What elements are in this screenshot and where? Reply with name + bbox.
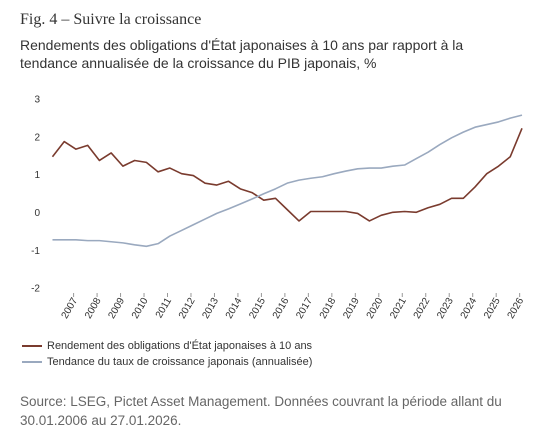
x-tick-label: 2015	[247, 296, 268, 321]
x-tick-label: 2012	[177, 296, 198, 321]
chart-subtitle: Rendements des obligations d'État japona…	[20, 37, 464, 71]
series-line	[52, 114, 523, 248]
y-tick-label: -2	[31, 284, 40, 295]
source-box: Source: LSEG, Pictet Asset Management. D…	[20, 394, 502, 428]
legend-label: Rendement des obligations d'État japonai…	[47, 339, 313, 352]
x-tick-label: 2011	[154, 296, 174, 321]
x-tick-label: 2026	[506, 296, 527, 321]
x-tick-label: 2021	[388, 296, 409, 321]
y-tick-label: 2	[34, 132, 40, 143]
series-line	[51, 128, 523, 222]
y-tick-label: 1	[34, 170, 40, 181]
x-tick-label: 2009	[106, 296, 127, 321]
x-tick-label: 2024	[459, 296, 480, 321]
x-tick-label: 2025	[482, 296, 503, 321]
x-tick-label: 2020	[365, 296, 386, 321]
legend-label: Tendance du taux de croissance japonais …	[47, 356, 312, 368]
x-tick-label: 2008	[83, 296, 104, 321]
x-tick-label: 2007	[60, 296, 81, 321]
x-tick-label: 2019	[341, 296, 362, 321]
y-tick-label: 3	[34, 95, 40, 106]
x-tick-label: 2010	[130, 296, 151, 321]
x-tick-label: 2017	[294, 296, 315, 321]
subtitle-box: Rendements des obligations d'État japona…	[20, 37, 464, 71]
x-tick-label: 2022	[412, 296, 433, 321]
source-note: Source: LSEG, Pictet Asset Management. D…	[20, 394, 502, 428]
x-tick-label: 2014	[224, 296, 245, 321]
x-tick-label: 2018	[318, 296, 339, 321]
x-tick-label: 2016	[271, 296, 292, 321]
y-tick-label: 0	[34, 208, 40, 219]
x-tick-label: 2023	[435, 296, 456, 321]
x-tick-label: 2013	[200, 296, 221, 321]
y-tick-label: -1	[31, 246, 40, 257]
chart-title: Fig. 4 – Suivre la croissance	[20, 11, 201, 28]
